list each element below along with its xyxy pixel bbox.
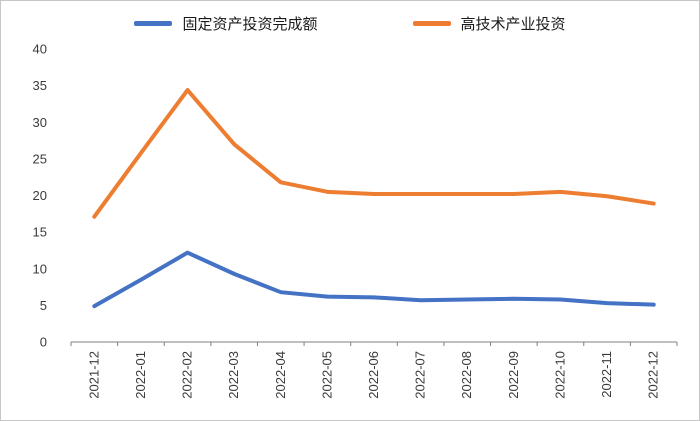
y-tick-label: 10 (33, 261, 47, 276)
legend-label-fixed-asset-investment: 固定资产投资完成额 (182, 16, 318, 33)
x-tick-label: 2022-08 (459, 351, 474, 399)
legend-label-hightech-investment: 高技术产业投资 (460, 16, 566, 33)
y-tick-label: 15 (33, 225, 47, 240)
y-tick-label: 20 (33, 188, 47, 203)
y-tick-label: 35 (33, 78, 47, 93)
legend-swatch-blue (134, 21, 173, 26)
x-tick-label: 2022-10 (552, 351, 567, 399)
legend-item-hightech-investment: 高技术产业投资 (412, 13, 566, 34)
series-line-1 (92, 88, 656, 219)
x-tick-label: 2022-02 (180, 351, 195, 399)
x-tick-label: 2022-07 (413, 351, 428, 399)
x-tick-label: 2022-06 (366, 351, 381, 399)
x-tick-label: 2021-12 (86, 351, 101, 399)
series-line-0 (92, 250, 656, 309)
x-tick-label: 2022-04 (273, 351, 288, 399)
legend-swatch-orange (412, 21, 451, 26)
y-tick-label: 5 (40, 298, 47, 313)
y-tick-label: 30 (33, 115, 47, 130)
x-tick-label: 2022-11 (599, 351, 614, 398)
x-tick-label: 2022-09 (506, 351, 521, 399)
x-tick-label: 2022-12 (646, 351, 661, 399)
x-tick-label: 2022-05 (319, 351, 334, 399)
y-tick-label: 25 (33, 151, 47, 166)
x-tick-label: 2022-01 (133, 351, 148, 399)
chart-legend: 固定资产投资完成额 高技术产业投资 (1, 13, 699, 34)
x-tick-label: 2022-03 (226, 351, 241, 399)
legend-item-fixed-asset-investment: 固定资产投资完成额 (134, 13, 318, 34)
y-tick-label: 40 (33, 42, 47, 57)
y-tick-label: 0 (40, 335, 47, 350)
